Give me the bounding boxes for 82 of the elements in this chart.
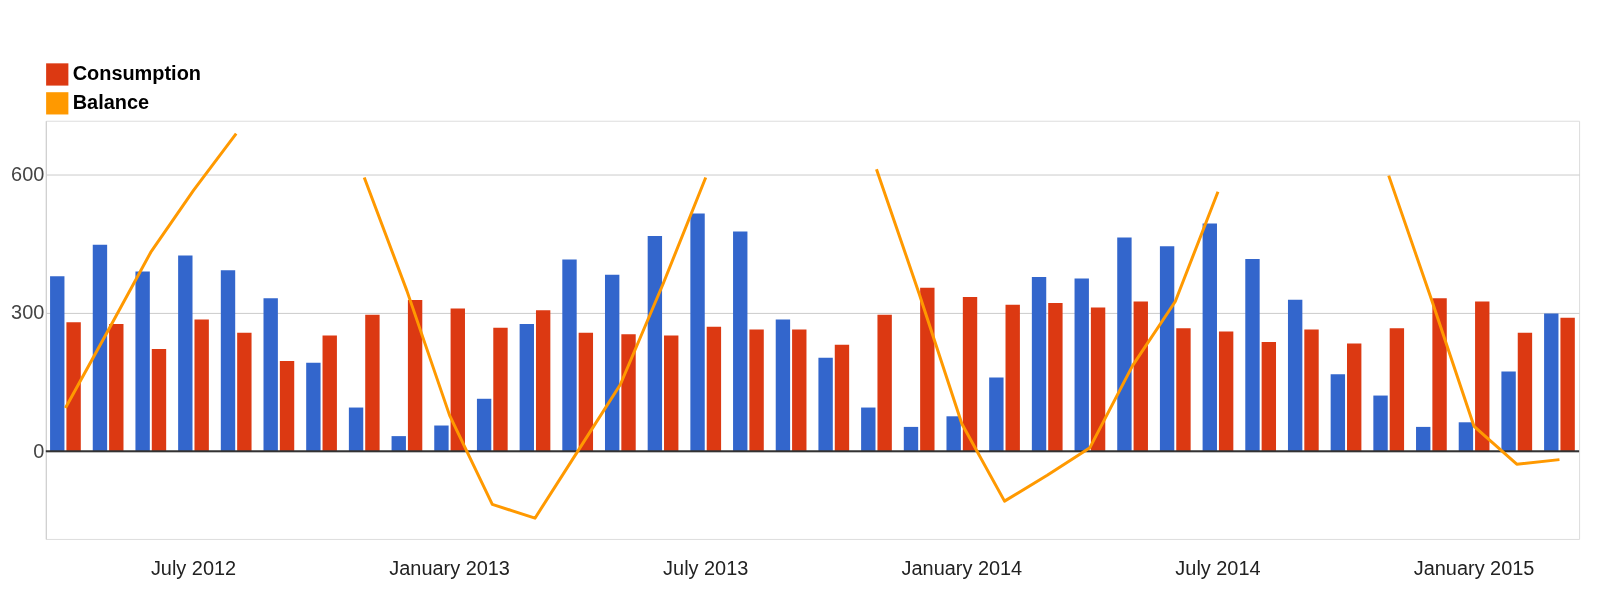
bar <box>450 308 465 452</box>
y-tick-label: 600 <box>11 163 45 186</box>
bar <box>749 329 764 452</box>
bar <box>1544 313 1559 452</box>
bar <box>1347 343 1362 452</box>
bar <box>962 296 978 452</box>
bar <box>706 326 722 452</box>
bar <box>861 407 876 452</box>
y-tick-label: 300 <box>11 301 45 324</box>
bar <box>135 271 150 452</box>
bar <box>151 348 167 452</box>
bar <box>92 244 108 452</box>
bar <box>1245 259 1260 452</box>
x-tick-label: January 2013 <box>389 557 510 580</box>
bar <box>1517 332 1533 452</box>
bar <box>1432 298 1447 452</box>
bar <box>621 334 636 452</box>
bar <box>1261 342 1277 452</box>
bar <box>604 274 620 452</box>
bar <box>775 319 791 452</box>
bar <box>946 416 961 452</box>
legend-label: Balance <box>72 91 150 114</box>
bar <box>818 357 833 452</box>
bar <box>1560 317 1575 452</box>
bar <box>989 377 1004 452</box>
bar <box>1330 374 1346 452</box>
x-tick-label: January 2014 <box>901 557 1023 580</box>
y-tick-label: 0 <box>33 439 45 462</box>
bar <box>1416 426 1431 452</box>
bar <box>1176 328 1191 452</box>
bar <box>578 332 594 452</box>
bar <box>306 362 321 452</box>
bar <box>519 324 534 452</box>
bar <box>690 213 705 452</box>
x-tick-label: July 2014 <box>1175 557 1261 580</box>
legend-label: Consumption <box>72 62 201 85</box>
bar <box>322 335 337 452</box>
bar <box>194 319 209 452</box>
bar <box>237 332 252 452</box>
bar <box>903 426 919 452</box>
bar <box>1090 307 1106 452</box>
bar <box>109 324 124 452</box>
bar <box>348 407 364 452</box>
bar <box>562 259 577 452</box>
bar <box>279 360 295 452</box>
bar <box>1389 328 1405 452</box>
bar <box>407 300 423 452</box>
bar <box>1458 422 1474 452</box>
bar <box>1501 371 1516 452</box>
bar <box>1117 237 1132 452</box>
bar <box>1048 302 1063 452</box>
bar <box>664 335 679 452</box>
bar <box>220 270 236 452</box>
bar <box>792 329 807 452</box>
bar <box>66 322 81 452</box>
x-tick-label: July 2013 <box>663 557 749 580</box>
bar <box>493 327 508 452</box>
bar <box>263 298 278 452</box>
bar <box>178 255 193 452</box>
bar <box>1159 246 1175 452</box>
bar <box>50 276 65 452</box>
bar <box>733 231 748 452</box>
bar <box>1373 395 1388 452</box>
x-tick-label: July 2012 <box>150 557 237 580</box>
bar <box>365 314 380 452</box>
bar <box>1218 331 1234 452</box>
bar <box>1287 299 1303 452</box>
bar <box>476 398 492 452</box>
bar <box>1475 301 1490 452</box>
bar <box>1031 277 1047 452</box>
bar <box>535 310 551 452</box>
bar <box>1304 329 1319 452</box>
bar <box>647 236 663 452</box>
x-tick-label: January 2015 <box>1413 557 1535 580</box>
bar <box>877 314 892 452</box>
bar <box>1202 223 1217 452</box>
bar <box>920 287 935 452</box>
bar <box>434 425 449 452</box>
bar <box>1074 278 1089 452</box>
bar <box>1005 304 1020 452</box>
bar <box>1133 301 1148 452</box>
bar <box>834 344 850 452</box>
